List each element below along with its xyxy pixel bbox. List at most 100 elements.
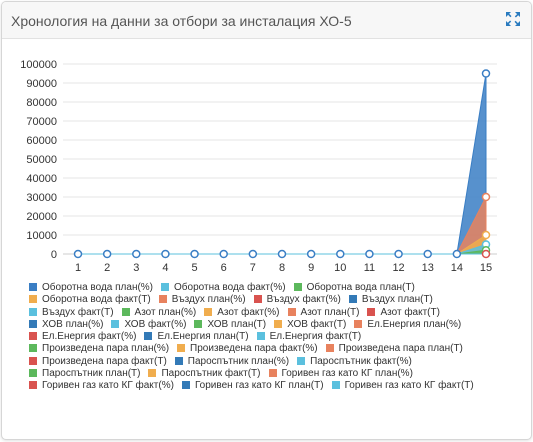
legend-item[interactable]: Пароспътник факт(T) [148,368,261,380]
legend-label: Пароспътник факт(T) [161,368,261,380]
y-tick-label: 100000 [20,59,57,71]
data-point [306,249,316,259]
legend-item[interactable]: Оборотна вода план(T) [293,282,415,294]
legend-swatch [354,319,363,328]
y-tick-label: 20000 [26,211,57,223]
legend-item[interactable]: Азот факт(%) [204,306,280,319]
legend-item[interactable]: ХОВ факт(T) [274,319,346,331]
y-tick-label: 50000 [26,154,57,166]
legend-item[interactable]: Оборотна вода факт(T) [29,294,151,306]
legend-swatch [29,295,37,304]
data-point [452,249,462,259]
legend-item[interactable]: ХОВ план(%) [29,319,103,331]
x-tick-label: 15 [480,262,492,274]
series-area [78,73,487,255]
legend-item[interactable]: Ел.Енергия план(T) [144,331,249,343]
legend-item[interactable]: Въздух план(T) [348,294,433,306]
legend-swatch [253,295,262,304]
x-tick-label: 5 [192,262,198,274]
legend-label: Азот план(%) [134,306,197,318]
x-tick-label: 2 [104,262,110,274]
y-tick-label: 40000 [26,173,57,185]
y-tick-label: 10000 [26,230,57,242]
legend-item[interactable]: Въздух факт(T) [29,307,114,319]
legend-swatch [161,283,170,291]
legend-item[interactable]: Горивен газ като КГ факт(%) [29,380,174,392]
legend-item[interactable]: Въздух факт(%) [253,294,341,306]
legend-item[interactable]: Горивен газ като КГ факт(T) [331,380,474,392]
legend-swatch [158,295,167,304]
legend-swatch [325,344,334,353]
y-tick-label: 30000 [26,192,57,204]
legend-item[interactable]: Пароспътник план(T) [29,368,140,380]
legend-label: Ел.Енергия план(%) [367,318,462,330]
data-point [219,249,228,259]
y-tick-label: 70000 [26,116,57,128]
expand-icon[interactable] [505,11,521,27]
x-tick-label: 8 [279,262,285,274]
legend-swatch [29,319,37,328]
legend-label: ХОВ факт(%) [124,318,187,330]
legend-label: Оборотна вода факт(%) [174,282,286,293]
legend-item[interactable]: Произведена пара план(%) [29,343,169,355]
legend-label: Пароспътник факт(%) [310,355,412,367]
legend-label: Азот план(T) [300,306,360,318]
legend-item[interactable]: ХОВ факт(%) [111,319,186,331]
legend-label: Произведена пара факт(T) [42,355,167,367]
legend-label: Горивен газ като КГ факт(%) [42,380,174,392]
legend-swatch [148,369,157,378]
x-tick-label: 13 [422,262,434,274]
legend-label: Пароспътник план(T) [42,368,141,380]
legend-item[interactable]: Произведена пара факт(T) [29,356,167,368]
legend-item[interactable]: Ел.Енергия факт(T) [256,331,361,343]
x-tick-label: 10 [334,262,346,274]
legend-swatch [287,307,296,316]
legend-item[interactable]: Ел.Енергия план(%) [354,319,461,331]
legend-label: ХОВ план(T) [207,318,267,330]
legend-label: Ел.Енергия план(T) [157,331,249,343]
legend-item[interactable]: Оборотна вода факт(%) [161,282,286,294]
legend-swatch [331,381,340,390]
legend-item[interactable]: Азот план(T) [287,306,360,319]
legend-item[interactable]: Пароспътник факт(%) [297,356,412,368]
x-tick-label: 6 [221,262,227,274]
data-point [132,249,141,259]
data-point [481,192,491,202]
legend-label: Произведена пара план(%) [42,343,170,355]
legend-swatch [181,381,190,390]
legend-swatch [256,332,265,341]
legend-label: Азот факт(T) [380,306,440,318]
panel-title: Хронология на данни за отбори за инстала… [11,13,352,29]
legend-swatch [29,283,37,291]
legend-item[interactable]: Произведена пара факт(%) [177,343,318,355]
legend-item[interactable]: Оборотна вода план(%) [29,282,153,294]
legend-item[interactable]: Въздух план(%) [158,294,246,306]
legend-swatch [174,356,183,365]
legend-swatch [348,295,357,304]
legend-item[interactable]: Азот план(%) [121,306,197,319]
legend-swatch [293,283,302,291]
data-point [161,249,170,259]
data-point [481,230,491,240]
legend-label: Горивен газ като КГ факт(T) [344,380,474,392]
legend-item[interactable]: Произведена пара план(T) [325,343,463,355]
legend-label: Пароспътник план(%) [187,355,290,367]
legend-label: Азот факт(%) [217,306,280,318]
legend-swatch [268,369,277,378]
legend-item[interactable]: Ел.Енергия факт(%) [29,331,136,343]
x-tick-label: 3 [133,262,139,274]
legend-swatch [194,319,203,328]
data-point [336,249,345,259]
data-point [365,249,374,259]
legend-label: Оборотна вода план(T) [306,282,415,293]
legend-item[interactable]: Горивен газ като КГ план(%) [268,368,413,380]
x-tick-label: 1 [75,262,81,274]
y-tick-label: 0 [51,249,57,261]
legend-item[interactable]: Горивен газ като КГ план(T) [181,380,324,392]
legend-item[interactable]: Азот факт(T) [367,306,440,319]
legend-item[interactable]: ХОВ план(T) [194,319,266,331]
legend-label: Въздух факт(T) [42,306,114,318]
legend-swatch [204,307,213,316]
legend-item[interactable]: Пароспътник план(%) [174,355,290,368]
